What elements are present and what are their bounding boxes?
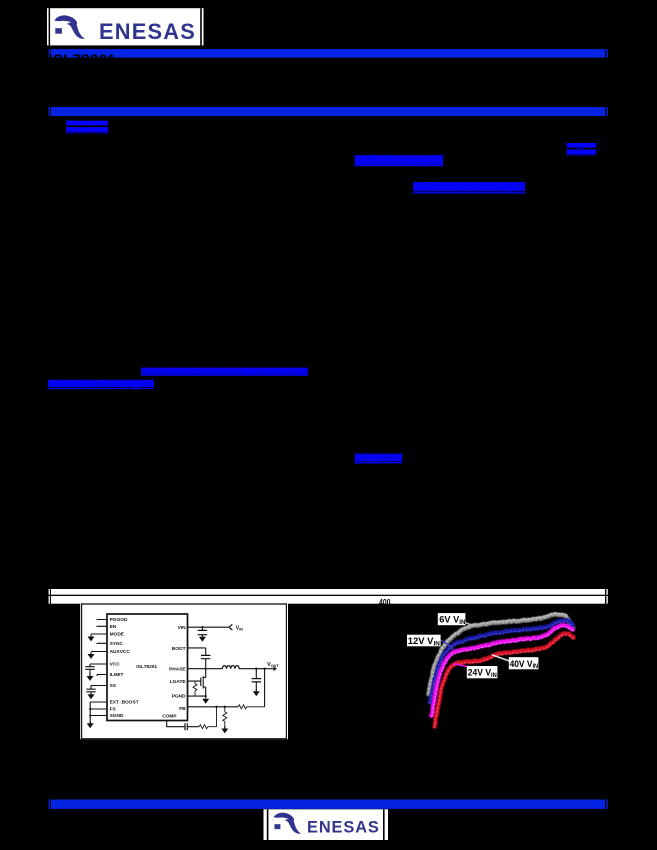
svg-text:BOOT: BOOT — [172, 646, 186, 652]
svg-text:PGND: PGND — [172, 694, 186, 700]
svg-text:VIN: VIN — [236, 625, 244, 631]
svg-text:Selectable Power-Good or Open-: Selectable Power-Good or Open-Drain Rese… — [141, 366, 309, 377]
svg-text:FB: FB — [179, 706, 186, 712]
svg-text:EN: EN — [110, 624, 117, 630]
svg-text:COMP: COMP — [162, 714, 177, 720]
svg-text:page 16: page 16 — [355, 453, 404, 464]
svg-text:VOUT: VOUT — [267, 662, 279, 668]
svg-text:ISL78201: ISL78201 — [49, 53, 117, 70]
svg-text:See Related Literature on page: See Related Literature on page 16 — [413, 180, 525, 192]
svg-text:Fig. 5: Fig. 5 — [567, 149, 598, 156]
svg-text:VIN: VIN — [178, 625, 187, 631]
svg-text:ILIMIT: ILIMIT — [110, 672, 124, 678]
svg-text:SGND: SGND — [110, 713, 124, 719]
svg-text:SYNC: SYNC — [110, 641, 124, 647]
svg-text:LGATE: LGATE — [170, 679, 187, 685]
svg-text:6V VIN: 6V VIN — [439, 615, 466, 626]
svg-text:40V VIN: 40V VIN — [510, 659, 539, 670]
svg-text:MODE: MODE — [110, 632, 125, 638]
svg-text:EXT_BOOST: EXT_BOOST — [110, 700, 139, 706]
svg-text:ISL78201: ISL78201 — [136, 664, 157, 670]
svg-text:AUXVCC: AUXVCC — [110, 649, 131, 655]
svg-text:24V VIN: 24V VIN — [468, 668, 497, 679]
svg-text:PHASE: PHASE — [169, 666, 186, 672]
svg-text:Rev.8.00: Rev.8.00 — [66, 127, 109, 134]
svg-text:Fig. 4: Fig. 4 — [567, 142, 598, 149]
svg-text:FS: FS — [110, 707, 117, 713]
svg-text:Multifunction Pin on page 14: Multifunction Pin on page 14 — [48, 378, 155, 389]
svg-text:VCC: VCC — [110, 662, 121, 668]
svg-text:12V VIN: 12V VIN — [408, 636, 441, 647]
svg-text:Applications on page 15: Applications on page 15 — [355, 153, 444, 165]
svg-text:400: 400 — [379, 597, 391, 607]
svg-text:PGOOD: PGOOD — [110, 617, 128, 623]
svg-text:FN8298: FN8298 — [66, 120, 109, 127]
svg-text:SS: SS — [110, 683, 117, 689]
